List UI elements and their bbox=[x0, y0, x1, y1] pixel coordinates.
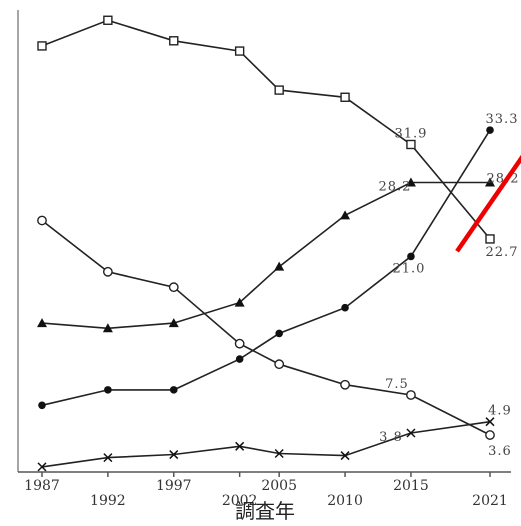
data-point-cross bbox=[274, 448, 284, 459]
data-point-triangle bbox=[405, 177, 416, 187]
data-point-cross bbox=[37, 462, 47, 472]
data-label: 3.6 bbox=[488, 444, 512, 459]
data-point-square bbox=[340, 92, 350, 102]
data-label: 7.5 bbox=[385, 377, 409, 392]
series-line-open-circle bbox=[41, 219, 491, 436]
series-line-cross bbox=[41, 420, 491, 468]
data-point-triangle bbox=[37, 318, 47, 328]
data-label: 31.9 bbox=[394, 126, 427, 141]
data-point-filled-circle bbox=[235, 355, 244, 363]
x-tick-label: 2005 bbox=[261, 478, 297, 494]
data-point-filled-circle bbox=[38, 401, 46, 410]
data-point-open-circle bbox=[274, 359, 285, 370]
data-label: 21.0 bbox=[392, 261, 425, 276]
series-line-filled-circle bbox=[41, 129, 491, 407]
series-line-square bbox=[41, 19, 491, 240]
data-point-filled-circle bbox=[104, 386, 112, 394]
data-point-open-circle bbox=[485, 430, 495, 440]
data-point-cross bbox=[169, 450, 179, 460]
data-point-filled-circle bbox=[275, 329, 283, 338]
data-point-triangle bbox=[168, 318, 179, 328]
x-tick-label: 2015 bbox=[393, 478, 429, 494]
data-point-open-circle bbox=[102, 266, 113, 277]
data-point-square bbox=[234, 46, 245, 56]
data-point-square bbox=[274, 85, 284, 95]
data-point-square bbox=[406, 139, 416, 150]
data-point-triangle bbox=[234, 297, 245, 307]
series-line-triangle bbox=[41, 181, 490, 330]
data-point-square bbox=[103, 15, 113, 25]
data-label: 33.3 bbox=[486, 112, 519, 127]
data-label: 4.9 bbox=[488, 404, 512, 419]
data-point-cross bbox=[485, 417, 495, 427]
x-tick-label: 2002 bbox=[222, 493, 258, 509]
data-point-filled-circle bbox=[341, 303, 349, 312]
data-point-open-circle bbox=[234, 338, 245, 349]
data-point-filled-circle bbox=[407, 252, 415, 261]
data-point-triangle bbox=[102, 323, 113, 333]
data-point-filled-circle bbox=[486, 126, 494, 134]
data-point-triangle bbox=[485, 177, 495, 187]
data-point-cross bbox=[235, 441, 245, 451]
data-label: 28.2 bbox=[378, 179, 411, 194]
data-point-square bbox=[37, 41, 47, 51]
data-point-cross bbox=[406, 428, 416, 438]
data-point-open-circle bbox=[37, 215, 47, 226]
data-point-square bbox=[485, 234, 495, 244]
x-tick-label: 1997 bbox=[156, 478, 192, 494]
x-axis-title: 調査年 bbox=[235, 499, 295, 523]
data-point-filled-circle bbox=[169, 386, 178, 394]
data-point-triangle bbox=[340, 210, 351, 220]
data-point-open-circle bbox=[340, 379, 350, 390]
data-point-cross bbox=[103, 453, 113, 463]
data-point-cross bbox=[340, 451, 350, 461]
x-tick-label: 2010 bbox=[327, 493, 363, 509]
x-tick-label: 1992 bbox=[90, 493, 126, 509]
data-point-open-circle bbox=[168, 282, 179, 293]
data-point-open-circle bbox=[406, 390, 416, 400]
arrow-shaft bbox=[455, 154, 521, 253]
x-tick-label: 1987 bbox=[24, 478, 60, 494]
data-label: 22.7 bbox=[486, 245, 519, 260]
data-point-triangle bbox=[274, 261, 285, 271]
data-label: 3.8 bbox=[379, 430, 403, 445]
x-tick-label: 2021 bbox=[472, 493, 508, 509]
data-point-square bbox=[169, 36, 179, 46]
